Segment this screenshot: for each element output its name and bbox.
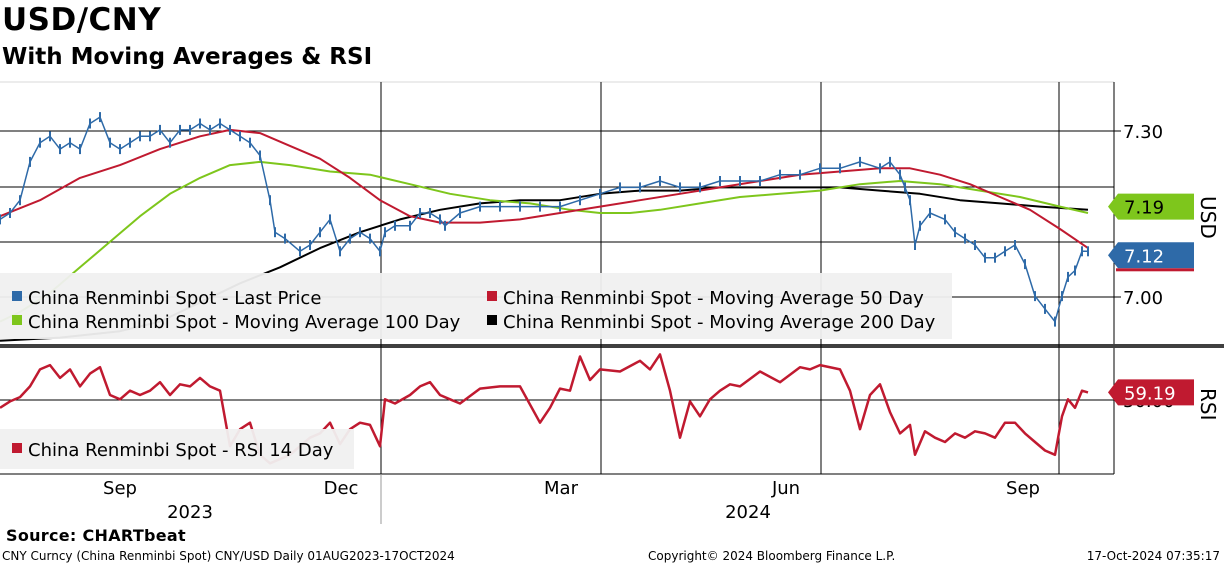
callout-ma100-value: 7.19 (1124, 198, 1164, 219)
legend-swatch-ma200 (487, 315, 497, 325)
legend-label-ma100: China Renminbi Spot - Moving Average 100… (28, 312, 461, 333)
footer-timestamp: 17-Oct-2024 07:35:17 (1086, 549, 1220, 563)
legend-label-rsi: China Renminbi Spot - RSI 14 Day (28, 440, 334, 461)
callout-last-price-value: 7.12 (1124, 246, 1164, 267)
price-legend: China Renminbi Spot - Last Price China R… (0, 273, 952, 339)
callout-last-price: 7.12 (1108, 242, 1194, 272)
chart-subtitle: With Moving Averages & RSI (2, 44, 373, 70)
x-axis-labels: Sep Dec Mar Jun Sep 2023 2024 (103, 478, 1040, 523)
series-line-last_price (0, 116, 1088, 323)
legend-label-last-price: China Renminbi Spot - Last Price (28, 288, 321, 309)
chart-title: USD/CNY (2, 2, 162, 38)
x-label-jun: Jun (771, 478, 800, 499)
tick-label-700: 7.00 (1123, 288, 1163, 309)
series-line-rsi (0, 353, 1089, 465)
series-line-ma100 (0, 160, 1089, 323)
footer-ticker-info: CNY Curncy (China Renminbi Spot) CNY/USD… (2, 549, 455, 563)
rsi-series-group (0, 353, 1089, 465)
callout-rsi: 59.19 (1108, 379, 1194, 406)
rsi-legend-box (0, 429, 354, 469)
legend-swatch-last-price (12, 291, 22, 301)
callout-rsi-value: 59.19 (1124, 383, 1176, 404)
source-note: Source: CHARTbeat (6, 526, 186, 545)
price-axis-title: USD (1196, 196, 1220, 239)
x-label-year-2023: 2023 (167, 502, 213, 523)
legend-label-ma200: China Renminbi Spot - Moving Average 200… (503, 312, 936, 333)
price-tick-labels: 7.30 7.00 (1114, 122, 1163, 309)
x-label-dec: Dec (324, 478, 359, 499)
x-label-mar: Mar (544, 478, 579, 499)
rsi-axis-title: RSI (1196, 388, 1220, 421)
rsi-legend: China Renminbi Spot - RSI 14 Day (0, 429, 354, 469)
x-label-year-2024: 2024 (725, 502, 771, 523)
price-legend-box (0, 273, 952, 339)
footer-copyright: Copyright© 2024 Bloomberg Finance L.P. (648, 549, 896, 563)
callout-ma100: 7.19 (1108, 193, 1194, 220)
x-label-sep-2024: Sep (1006, 478, 1040, 499)
legend-label-ma50: China Renminbi Spot - Moving Average 50 … (503, 288, 924, 309)
legend-swatch-ma100 (12, 315, 22, 325)
tick-label-730: 7.30 (1123, 122, 1163, 143)
legend-swatch-ma50 (487, 291, 497, 301)
series-line-ma50 (0, 128, 1089, 249)
legend-swatch-rsi (12, 443, 22, 453)
x-label-sep-2023: Sep (103, 478, 137, 499)
